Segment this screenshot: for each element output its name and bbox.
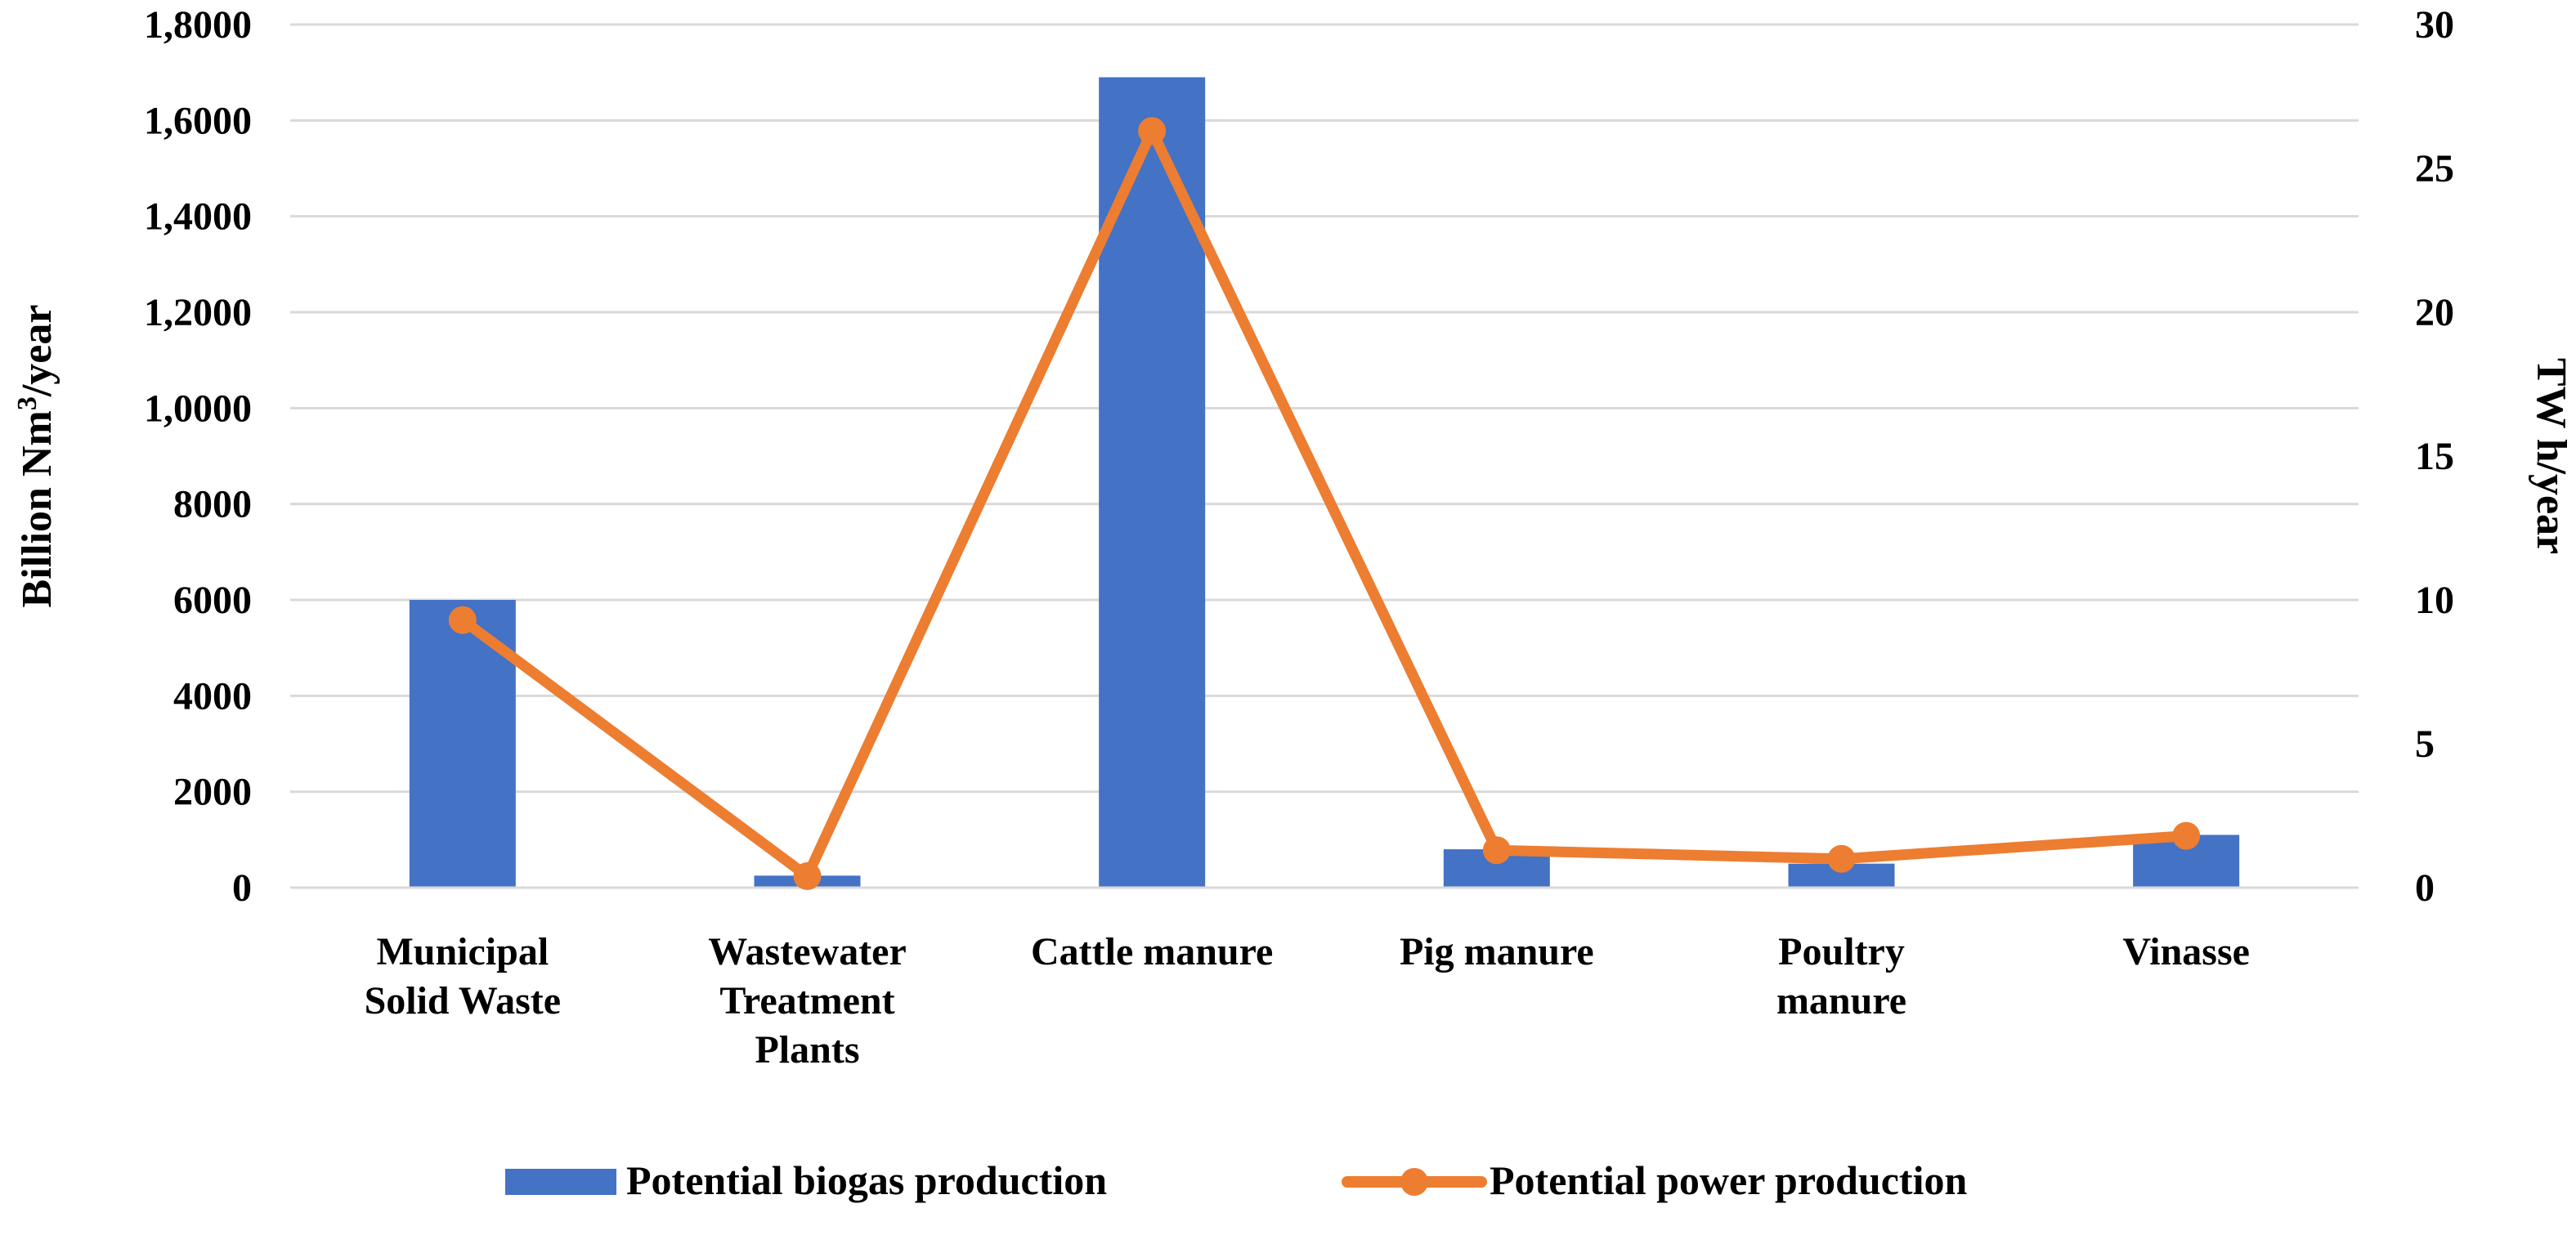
category-label-line: Municipal [376,930,549,973]
category-label-line: Treatment [719,979,894,1022]
legend-label-power: Potential power production [1490,1157,1967,1203]
power-line [457,125,2192,882]
right-y-axis: 0 5 10 15 20 25 30 [2415,3,2454,910]
left-tick-label: 1,6000 [144,99,252,142]
power-point-5 [1827,844,1856,873]
power-point-2 [793,861,822,890]
power-point-6 [2172,821,2201,850]
category-label: Vinasse [2122,930,2250,973]
right-tick-label: 25 [2415,147,2454,190]
legend-swatch-power-marker [1400,1168,1428,1196]
category-label-line: Vinasse [2122,930,2250,973]
category-label-line: Solid Waste [365,979,562,1022]
legend-swatch-biogas [505,1169,616,1195]
left-y-axis-title: Billion Nm3/year [12,305,60,608]
left-tick-label: 1,4000 [144,195,252,239]
category-label-line: Wastewater [708,930,907,973]
legend: Potential biogas production Potential po… [505,1157,1967,1203]
right-tick-label: 10 [2415,579,2454,622]
left-tick-label: 2000 [173,771,252,814]
right-y-axis-title: TW h/year [2528,358,2574,554]
left-tick-label: 1,2000 [144,291,252,334]
category-label: Cattle manure [1031,930,1273,973]
left-tick-label: 1,8000 [144,3,252,47]
power-point-1 [448,606,477,634]
left-tick-label: 4000 [173,674,252,718]
category-label-line: Pig manure [1400,930,1594,973]
line-series [448,117,2201,890]
left-tick-label: 8000 [173,483,252,526]
power-point-3 [1138,117,1167,145]
right-tick-label: 5 [2415,723,2435,766]
left-tick-label: 1,0000 [144,387,252,430]
left-y-axis: 0 2000 4000 6000 8000 1,0000 1,2000 1,4000 1,600… [144,3,252,910]
power-point-4 [1482,836,1511,865]
category-label-line: Poultry [1778,930,1905,973]
category-label: Municipal Solid Waste [365,930,562,1022]
category-label: Poultry manure [1776,930,1906,1022]
legend-label-biogas: Potential biogas production [626,1157,1107,1203]
gridlines [290,23,2359,794]
category-label: Pig manure [1400,930,1594,973]
right-tick-label: 30 [2415,3,2454,47]
x-axis-category-labels: Municipal Solid Waste Wastewater Treatment P… [365,930,2250,1072]
category-label-line: manure [1776,979,1906,1022]
left-tick-label: 0 [232,866,252,910]
left-y-axis-title-superscript: 3 [12,396,43,410]
right-tick-label: 20 [2415,291,2454,334]
category-label: Wastewater Treatment Plants [708,930,907,1072]
left-y-axis-title-main: Billion Nm [14,410,60,607]
right-tick-label: 15 [2415,435,2454,478]
category-label-line: Cattle manure [1031,930,1273,973]
left-tick-label: 6000 [173,579,252,622]
right-tick-label: 0 [2415,866,2435,910]
category-label-line: Plants [755,1028,859,1072]
left-y-axis-title-tail: /year [14,305,60,398]
